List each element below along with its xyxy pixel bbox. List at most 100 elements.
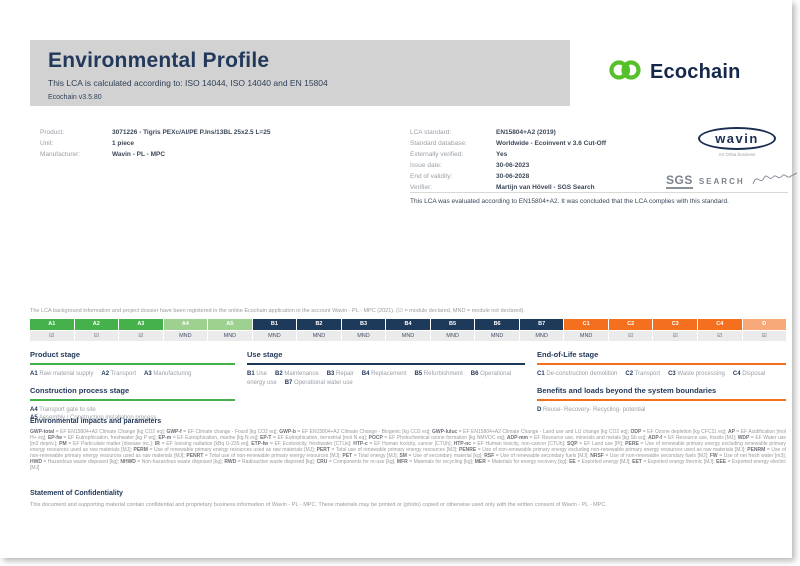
info-row: Issue date: 30-06-2023 bbox=[410, 160, 670, 171]
impact-def: = EF Particulate matter [disease inc.]; bbox=[66, 441, 155, 447]
module-B3: B3 MND bbox=[341, 319, 386, 341]
module-status: ☑ bbox=[30, 331, 74, 341]
stage-title: End-of-Life stage bbox=[537, 350, 786, 365]
impact-def: = Materials for recycling [kg]; bbox=[407, 459, 475, 465]
stage-label: Operational energy use bbox=[247, 371, 512, 386]
module-status: MND bbox=[208, 331, 252, 341]
impact-term: PENRT bbox=[186, 453, 204, 459]
product-info-list: Product: 3071226 - Tigris PEXc/Al/PE P.In… bbox=[40, 127, 400, 160]
module-C2: C2 ☑ bbox=[608, 319, 653, 341]
module-B2: B2 MND bbox=[297, 319, 341, 341]
module-B7: B7 MND bbox=[519, 319, 564, 341]
stage-code: A1 bbox=[30, 371, 38, 377]
impact-term: ODP bbox=[630, 429, 642, 435]
impact-def: = Radioactive waste disposed [kg]; bbox=[236, 459, 317, 465]
header-banner: Environmental Profile This LCA is calcul… bbox=[30, 40, 570, 106]
impacts-text: GWP-total = EF EN15804+A2 Climate Change… bbox=[30, 429, 786, 471]
impact-def: = EF Ozone depletion [kg CFC11 eq]; bbox=[641, 429, 728, 435]
stage-label: Repair bbox=[334, 371, 354, 377]
info-value: EN15804+A2 (2019) bbox=[496, 129, 556, 136]
stage-col-1: Product stage A1 Raw material supply A2 Tr… bbox=[30, 350, 235, 430]
module-header: A1 bbox=[30, 319, 74, 330]
impact-def: = Use of renewable primary energy exclud… bbox=[30, 441, 787, 453]
impact-term: IR bbox=[154, 441, 160, 447]
stage-item: B1 Use bbox=[247, 371, 267, 377]
stage-product: Product stage A1 Raw material supply A2 Tr… bbox=[30, 350, 235, 379]
stage-title: Construction process stage bbox=[30, 386, 235, 401]
stage-label: Use bbox=[254, 371, 268, 377]
module-status: MND bbox=[163, 331, 208, 341]
info-value: 30-06-2023 bbox=[496, 162, 530, 169]
impact-term: ETP-fw bbox=[251, 441, 269, 447]
stage-descriptions: Product stage A1 Raw material supply A2 Tr… bbox=[30, 350, 786, 430]
impact-term: WDP bbox=[737, 435, 750, 441]
impact-term: EP-fw bbox=[47, 435, 62, 441]
stage-benefits: Benefits and loads beyond the system bou… bbox=[537, 386, 786, 415]
stage-code: A5 bbox=[30, 415, 38, 421]
module-A3: A3 ☑ bbox=[119, 319, 163, 341]
impact-term: NRSF bbox=[590, 453, 604, 459]
stage-code: B4 bbox=[361, 371, 370, 377]
module-status: ☑ bbox=[74, 331, 119, 341]
impact-term: PERM bbox=[133, 447, 148, 453]
module-status: MND bbox=[519, 331, 564, 341]
impact-def: = Total use of renewable primary energy … bbox=[329, 447, 459, 453]
stage-use: Use stage B1 Use B2 Maintenance B3 Repair B4… bbox=[247, 350, 525, 387]
stage-col-3: End-of-Life stage C1 De-construction demo… bbox=[537, 350, 786, 430]
stage-item: C3 Waste processing bbox=[668, 371, 725, 377]
module-header: C3 bbox=[653, 319, 697, 330]
impact-def: = Exported energy [MJ]; bbox=[575, 459, 633, 465]
stage-item: A1 Raw material supply bbox=[30, 371, 93, 377]
impact-term: MFR bbox=[396, 459, 408, 465]
stage-items: A4 Transport gate to site A5 Assembly / C… bbox=[30, 406, 235, 423]
wavin-logo: wavin An Orbia business bbox=[691, 127, 783, 157]
impact-def: = Components for re-use [kg]; bbox=[327, 459, 397, 465]
lca-info-list: LCA standard: EN15804+A2 (2019) Standard d… bbox=[410, 127, 670, 193]
impact-def: = EF EN15804+A2 Climate Change [kg CO2 e… bbox=[54, 429, 167, 435]
stage-eol: End-of-Life stage C1 De-construction demo… bbox=[537, 350, 786, 379]
impact-term: PET bbox=[342, 453, 353, 459]
stage-item: A2 Transport bbox=[101, 371, 136, 377]
info-row: LCA standard: EN15804+A2 (2019) bbox=[410, 127, 670, 138]
module-A5: A5 MND bbox=[208, 319, 252, 341]
module-B4: B4 MND bbox=[386, 319, 430, 341]
impact-def: = EF Climate change - Fossil [kg CO2 eq]… bbox=[181, 429, 280, 435]
impact-term: GWP-total bbox=[30, 429, 55, 435]
stage-construction: Construction process stage A4 Transport g… bbox=[30, 386, 235, 423]
info-row: Product: 3071226 - Tigris PEXc/Al/PE P.In… bbox=[40, 127, 400, 138]
stage-label: Reuse- Recovery- Recycling- potential bbox=[541, 406, 646, 413]
wavin-wordmark: wavin bbox=[698, 127, 776, 150]
info-row: Standard database: Worldwide - Ecoinvent … bbox=[410, 138, 670, 149]
impact-term: HTP-c bbox=[353, 441, 368, 447]
impact-def: = Use of net fresh water [m3]; bbox=[717, 453, 786, 459]
info-label: Standard database: bbox=[410, 140, 467, 147]
module-status: ☑ bbox=[742, 331, 787, 341]
stage-item: D Reuse- Recovery- Recycling- potential bbox=[537, 407, 645, 413]
stage-item: B2 Maintenance bbox=[275, 371, 319, 377]
module-C4: C4 ☑ bbox=[697, 319, 742, 341]
info-row: Verifier: Martijn van Hövell - SGS Search bbox=[410, 182, 670, 193]
stage-items: A1 Raw material supply A2 Transport A3 Man… bbox=[30, 370, 235, 379]
info-label: Issue date: bbox=[410, 162, 442, 169]
info-value: Yes bbox=[496, 151, 508, 158]
module-header: A2 bbox=[74, 319, 119, 330]
impact-def: = Use of renewable secondary fuels [MJ]; bbox=[494, 453, 591, 459]
ecochain-logo: Ecochain bbox=[607, 58, 741, 87]
stage-title: Product stage bbox=[30, 350, 235, 365]
info-value: 3071226 - Tigris PEXc/Al/PE P.Ins/13BL 2… bbox=[112, 129, 271, 136]
wavin-tagline: An Orbia business bbox=[718, 152, 756, 157]
infinity-icon bbox=[607, 58, 643, 87]
stage-item: C1 De-construction demolition bbox=[537, 371, 617, 377]
module-B1: B1 MND bbox=[252, 319, 297, 341]
stage-label: Transport bbox=[109, 371, 137, 377]
stage-label: Maintenance bbox=[282, 371, 319, 377]
stage-code: B2 bbox=[275, 371, 283, 377]
stage-title: Benefits and loads beyond the system bou… bbox=[537, 386, 786, 401]
impact-term: HTP-nc bbox=[453, 441, 472, 447]
info-label: LCA standard: bbox=[410, 129, 452, 136]
stage-title: Use stage bbox=[247, 350, 525, 365]
confidentiality-section: Statement of Confidentiality This docume… bbox=[30, 490, 786, 508]
impact-term: EET bbox=[632, 459, 642, 465]
impact-def: = Exported energy electric [MJ] bbox=[30, 459, 787, 471]
stage-label: Waste processing bbox=[675, 371, 725, 377]
